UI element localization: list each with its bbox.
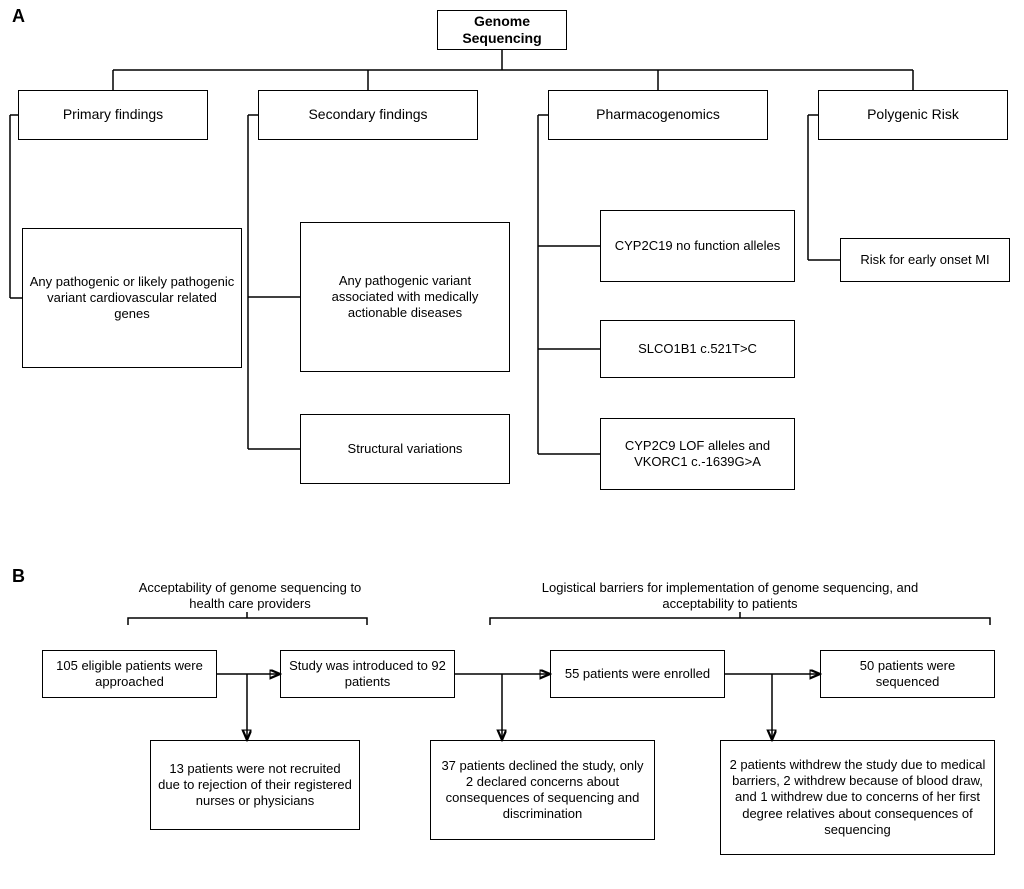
- panel-b-label: B: [12, 566, 25, 587]
- flow-d2: 37 patients declined the study, only 2 d…: [430, 740, 655, 840]
- flow-d3: 2 patients withdrew the study due to med…: [720, 740, 995, 855]
- pharma-title: Pharmacogenomics: [548, 90, 768, 140]
- pharma-child-2: CYP2C9 LOF alleles and VKORC1 c.-1639G>A: [600, 418, 795, 490]
- primary-title: Primary findings: [18, 90, 208, 140]
- root-box: Genome Sequencing: [437, 10, 567, 50]
- caption-left: Acceptability of genome sequencing to he…: [120, 580, 380, 613]
- flow-d1: 13 patients were not recruited due to re…: [150, 740, 360, 830]
- secondary-child-1: Structural variations: [300, 414, 510, 484]
- flow-b2: Study was introduced to 92 patients: [280, 650, 455, 698]
- panel-a-label: A: [12, 6, 25, 27]
- pharma-child-1: SLCO1B1 c.521T>C: [600, 320, 795, 378]
- polygenic-child-0: Risk for early onset MI: [840, 238, 1010, 282]
- flow-b3: 55 patients were enrolled: [550, 650, 725, 698]
- flow-b1: 105 eligible patients were approached: [42, 650, 217, 698]
- secondary-title: Secondary findings: [258, 90, 478, 140]
- pharma-child-0: CYP2C19 no function alleles: [600, 210, 795, 282]
- polygenic-title: Polygenic Risk: [818, 90, 1008, 140]
- primary-child-0: Any pathogenic or likely pathogenic vari…: [22, 228, 242, 368]
- caption-right: Logistical barriers for implementation o…: [520, 580, 940, 613]
- flow-b4: 50 patients were sequenced: [820, 650, 995, 698]
- secondary-child-0: Any pathogenic variant associated with m…: [300, 222, 510, 372]
